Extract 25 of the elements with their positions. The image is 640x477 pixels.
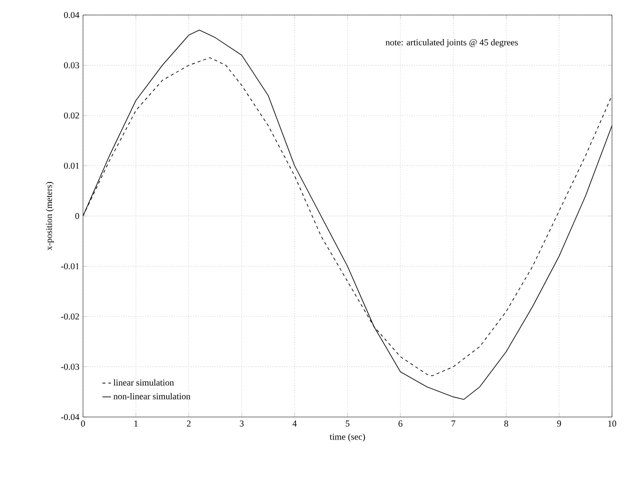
- x-tick-label: 4: [292, 420, 297, 426]
- y-tick-label: -0.01: [61, 263, 79, 270]
- y-tick-label: 0.04: [64, 12, 80, 18]
- y-tick-label: 0.03: [64, 62, 80, 68]
- y-tick-label: -0.03: [61, 364, 80, 370]
- y-tick-label: 0.01: [64, 162, 79, 169]
- legend-label: non-linear simulation: [114, 393, 190, 400]
- x-tick-label: 8: [504, 420, 508, 427]
- y-tick-label: 0.02: [64, 112, 79, 119]
- legend-label: linear simulation: [113, 379, 174, 386]
- x-tick-label: 3: [240, 420, 244, 427]
- x-tick-label: 5: [346, 420, 350, 427]
- y-tick-label: -0.04: [61, 414, 80, 420]
- x-tick-label: 9: [557, 420, 561, 427]
- x-tick-label: 6: [398, 420, 402, 427]
- x-tick-label: 0: [81, 420, 85, 427]
- x-axis-title: time (sec): [330, 433, 365, 442]
- x-tick-label: 2: [186, 420, 191, 426]
- y-tick-label: 0: [75, 212, 80, 220]
- x-tick-label: 7: [452, 420, 456, 426]
- x-tick-label: 10: [608, 420, 616, 427]
- annotation: note: articulated joints @ 45 degrees: [386, 39, 518, 48]
- y-axis-title: x-position (meters): [46, 182, 54, 250]
- x-tick-label: 1: [134, 420, 138, 426]
- y-tick-label: -0.02: [61, 313, 79, 320]
